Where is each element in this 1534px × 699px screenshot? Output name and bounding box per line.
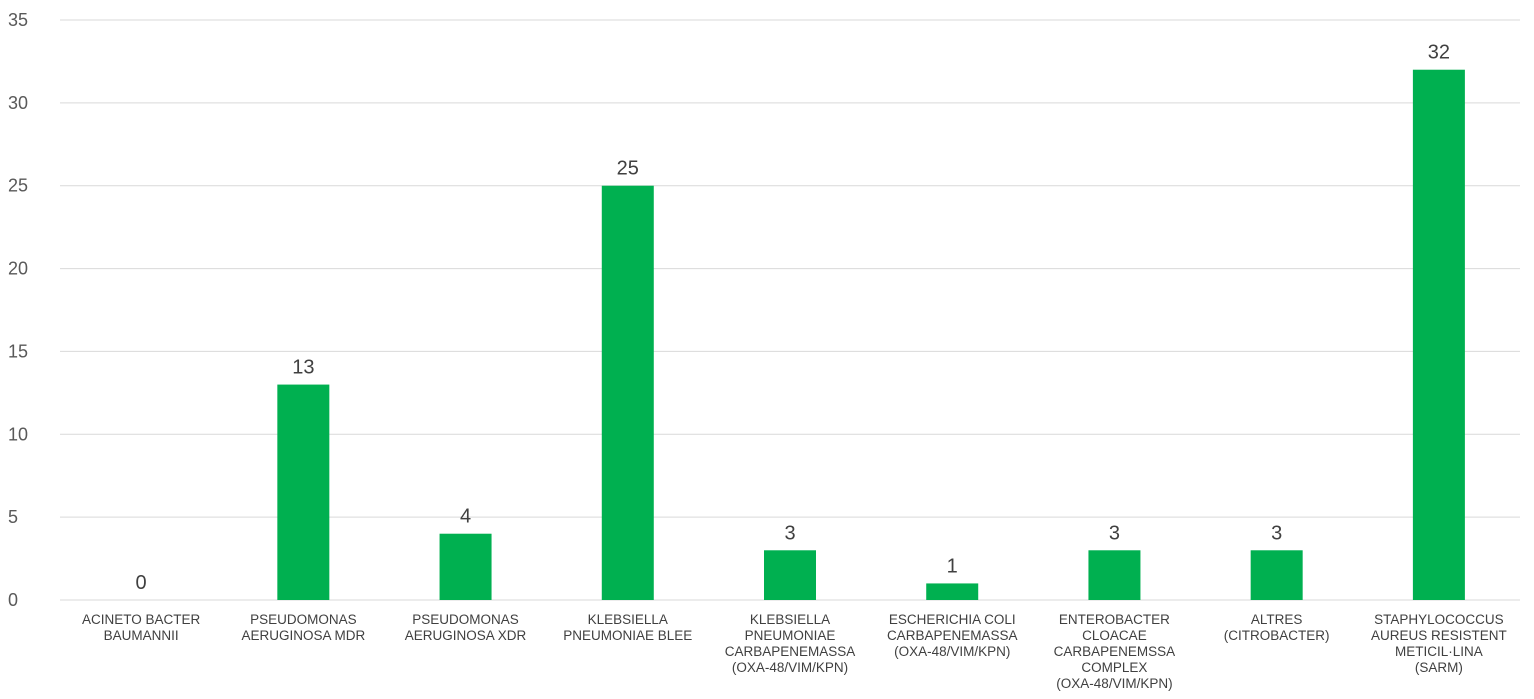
- bar: [1088, 550, 1141, 600]
- bar: [764, 550, 816, 600]
- bar: [1250, 550, 1303, 600]
- x-tick-label: PSEUDOMONAS AERUGINOSA MDR: [241, 612, 365, 643]
- bars: [277, 69, 1465, 600]
- data-label: 3: [1271, 522, 1282, 544]
- y-tick-label: 0: [8, 590, 18, 610]
- y-tick-label: 35: [8, 10, 28, 30]
- x-tick-label: ENTEROBACTER CLOACAE CARBAPENEMSSA COMPLEX(…: [1054, 612, 1176, 691]
- y-tick-label: 10: [8, 424, 28, 444]
- data-label: 3: [784, 522, 795, 544]
- x-axis-labels: ACINETO BACTER BAUMANNII PSEUDOMONAS AERUGI…: [82, 612, 1507, 691]
- y-axis-ticks: 0 5 10 15 20 25 30 35: [8, 10, 28, 610]
- data-label: 25: [617, 158, 639, 180]
- bar: [1412, 69, 1465, 600]
- data-label: 3: [1109, 522, 1120, 544]
- y-tick-label: 30: [8, 93, 28, 113]
- bar: [926, 583, 979, 600]
- data-label: 1: [947, 555, 958, 577]
- bar: [277, 384, 330, 600]
- x-tick-label: PSEUDOMONAS AERUGINOSA XDR: [405, 612, 527, 643]
- x-tick-label: ALTRES (CITROBACTER): [1224, 612, 1330, 643]
- y-tick-label: 20: [8, 259, 28, 279]
- y-tick-label: 15: [8, 341, 28, 361]
- x-tick-label: KLEBSIELLA PNEUMONIAE BLEE: [563, 612, 692, 643]
- x-tick-label: ACINETO BACTER BAUMANNII: [82, 612, 201, 643]
- bar: [601, 185, 654, 600]
- x-tick-label: ESCHERICHIA COLI CARBAPENEMASSA (OXA-48/VI…: [887, 612, 1018, 659]
- data-label: 13: [292, 357, 314, 379]
- x-tick-label: KLEBSIELLA PNEUMONIAE CARBAPENEMASSA (OXA-4…: [725, 612, 856, 675]
- data-label: 4: [460, 506, 471, 528]
- y-tick-label: 25: [8, 176, 28, 196]
- data-label: 32: [1428, 42, 1450, 64]
- x-tick-label: STAPHYLOCOCCUS AUREUS RESISTENT METICIL·LI…: [1371, 612, 1507, 675]
- data-label: 0: [136, 572, 147, 594]
- y-tick-label: 5: [8, 507, 18, 527]
- bar: [439, 533, 492, 600]
